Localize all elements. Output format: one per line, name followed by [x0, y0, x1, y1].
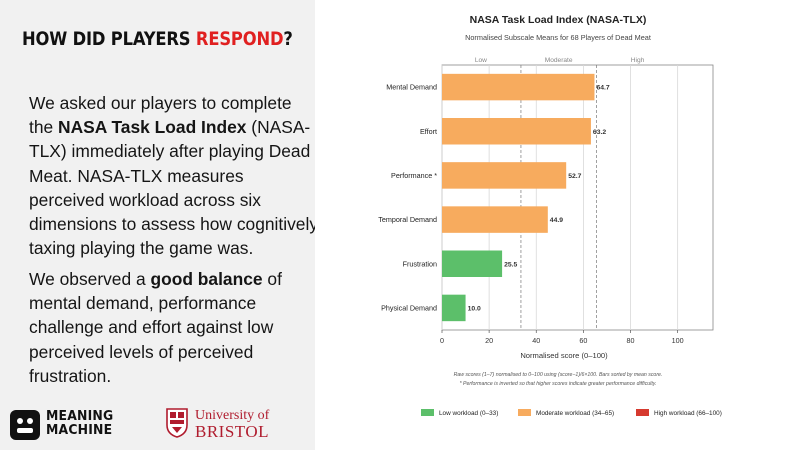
intro-paragraph: We asked our players to complete the NAS… [29, 91, 319, 260]
meaning-machine-logo-text: MEANING MACHINE [46, 409, 113, 437]
chart-legend: Low workload (0–33) Moderate workload (34… [421, 409, 722, 417]
chart-panel: NASA Task Load Index (NASA-TLX) Normalis… [315, 0, 800, 450]
plot-frame [441, 64, 714, 331]
x-tick-label: 100 [672, 336, 684, 345]
legend-swatch [518, 409, 531, 416]
intro-paragraph-segment: (NASA-TLX) immediately after playing Dea… [29, 117, 319, 259]
x-tick-label: 80 [627, 336, 635, 345]
findings-paragraph-segment: good balance [150, 269, 263, 289]
chart-title: NASA Task Load Index (NASA-TLX) [470, 14, 647, 26]
legend-swatch [421, 409, 434, 416]
band-label: High [631, 57, 645, 64]
chart-subtitle: Normalised Subscale Means for 68 Players… [465, 33, 651, 42]
left-panel: HOW DID PLAYERS RESPOND? We asked our pl… [0, 0, 318, 450]
uob-line2: BRISTOL [195, 422, 270, 441]
legend-label: Low workload (0–33) [439, 410, 498, 417]
category-label: Temporal Demand [378, 215, 437, 224]
x-tick-label: 60 [579, 336, 587, 345]
category-label: Physical Demand [381, 303, 437, 312]
data-label: 64.7 [596, 85, 609, 92]
bar [442, 206, 548, 233]
bar [442, 73, 595, 101]
category-label: Frustration [403, 259, 437, 268]
intro-paragraph-segment: We asked our players to complete the [29, 93, 292, 138]
university-of-bristol-logo: University of BRISTOL [195, 408, 269, 441]
data-label: 52.7 [568, 173, 581, 180]
footnote-2: * Performance is inverted so that higher… [460, 381, 657, 387]
page-title: HOW DID PLAYERS RESPOND? [22, 28, 293, 50]
x-tick-label: 40 [532, 336, 540, 345]
uob-line1: University of [195, 408, 270, 423]
headline-accent: RESPOND [195, 28, 284, 50]
bar [442, 250, 503, 277]
data-label: 25.5 [504, 261, 517, 268]
bar [442, 118, 591, 145]
headline-main: HOW DID PLAYERS [22, 28, 196, 50]
band-label: Moderate [545, 57, 573, 64]
meaning-machine-line1: MEANING [46, 408, 114, 424]
band-label: Low [475, 57, 487, 64]
findings-paragraph: We observed a good balance of mental dem… [29, 267, 299, 388]
bar [442, 294, 466, 322]
meaning-machine-line2: MACHINE [46, 422, 113, 438]
findings-paragraph-segment: We observed a [29, 269, 151, 289]
meaning-machine-logo-icon [10, 410, 40, 440]
category-label: Performance * [391, 171, 437, 180]
findings-paragraph-segment: of mental demand, performance challenge … [29, 269, 282, 386]
nasa-tlx-chart: NASA Task Load Index (NASA-TLX) Normalis… [378, 14, 722, 417]
intro-paragraph-segment: NASA Task Load Index [58, 117, 247, 138]
legend-label: High workload (66–100) [654, 410, 722, 417]
headline-end: ? [283, 28, 293, 50]
footnote-1: Raw scores (1–7) normalised to 0–100 usi… [454, 372, 663, 378]
data-label: 10.0 [468, 305, 481, 312]
bar [442, 162, 567, 189]
university-crest-icon [166, 408, 188, 438]
x-tick-label: 20 [485, 336, 493, 345]
x-tick-label: 0 [440, 336, 444, 345]
data-label: 44.9 [550, 217, 563, 224]
legend-swatch [636, 409, 649, 416]
category-label: Mental Demand [386, 83, 437, 92]
category-label: Effort [420, 127, 437, 136]
x-axis-label: Normalised score (0–100) [520, 351, 608, 360]
data-label: 63.2 [593, 129, 606, 136]
plot-area: Low Moderate High 0 20 40 60 80 100 Mental Demand… [378, 57, 714, 345]
legend-label: Moderate workload (34–65) [536, 410, 614, 417]
